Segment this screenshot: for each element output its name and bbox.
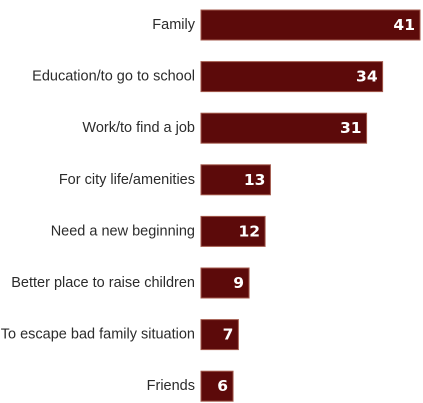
category-label-6: To escape bad family situation [1, 327, 195, 343]
bar-6 [200, 319, 239, 351]
bar-2 [200, 112, 368, 144]
value-label-2: 31 [340, 119, 362, 137]
bar-5 [200, 267, 250, 299]
value-label-0: 41 [393, 16, 415, 34]
value-label-7: 6 [217, 377, 228, 395]
value-label-4: 12 [239, 222, 261, 240]
category-label-7: Friends [147, 378, 195, 394]
bar-1 [200, 61, 384, 93]
bar-3 [200, 164, 271, 196]
value-label-1: 34 [356, 68, 378, 86]
category-label-4: Need a new beginning [51, 223, 195, 239]
category-label-0: Family [152, 17, 195, 33]
category-label-2: Work/to find a job [82, 120, 195, 136]
value-label-5: 9 [233, 274, 244, 292]
value-label-6: 7 [223, 326, 234, 344]
value-labels-layer: 41 34 31 13 12 9 7 6 [217, 16, 415, 395]
value-label-3: 13 [244, 171, 266, 189]
category-label-5: Better place to raise children [11, 275, 195, 291]
bar-4 [200, 215, 266, 247]
bar-7 [200, 370, 234, 402]
bar-0 [200, 9, 421, 41]
category-label-1: Education/to go to school [32, 69, 195, 85]
category-label-3: For city life/amenities [59, 172, 195, 188]
bars-layer [200, 9, 421, 402]
category-labels-layer: Family Education/to go to school Work/to f… [1, 17, 196, 394]
